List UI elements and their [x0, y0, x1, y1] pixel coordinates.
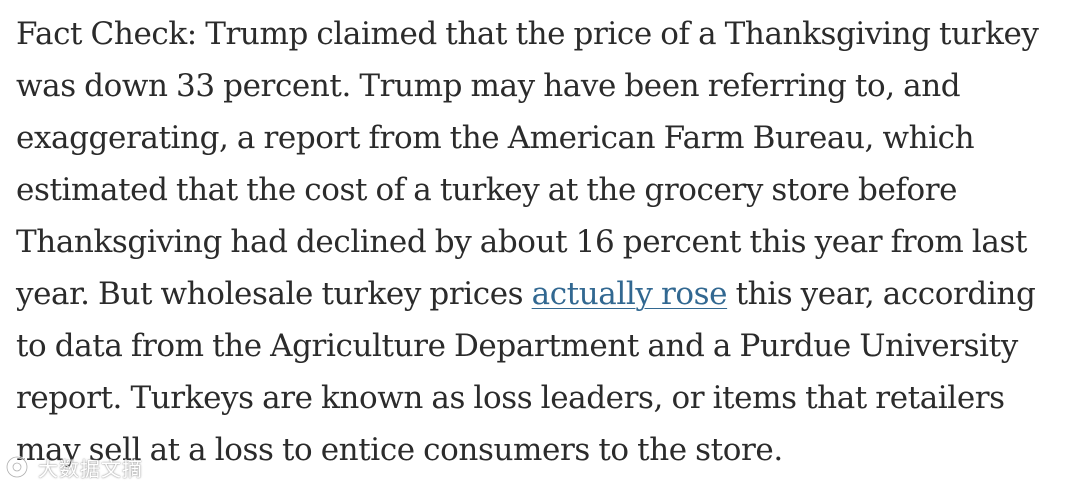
watermark-logo-icon: [5, 455, 29, 479]
article-body: Fact Check: Trump claimed that the price…: [16, 8, 1074, 476]
watermark-text: 大数据文摘: [38, 456, 143, 481]
watermark: 大数据文摘: [4, 452, 143, 482]
fact-check-paragraph: Fact Check: Trump claimed that the price…: [16, 8, 1074, 476]
actually-rose-link[interactable]: actually rose: [531, 276, 728, 312]
paragraph-text-after-link: this year, according to data from the Ag…: [16, 276, 1036, 468]
paragraph-text-before-link: Fact Check: Trump claimed that the price…: [16, 16, 1039, 312]
